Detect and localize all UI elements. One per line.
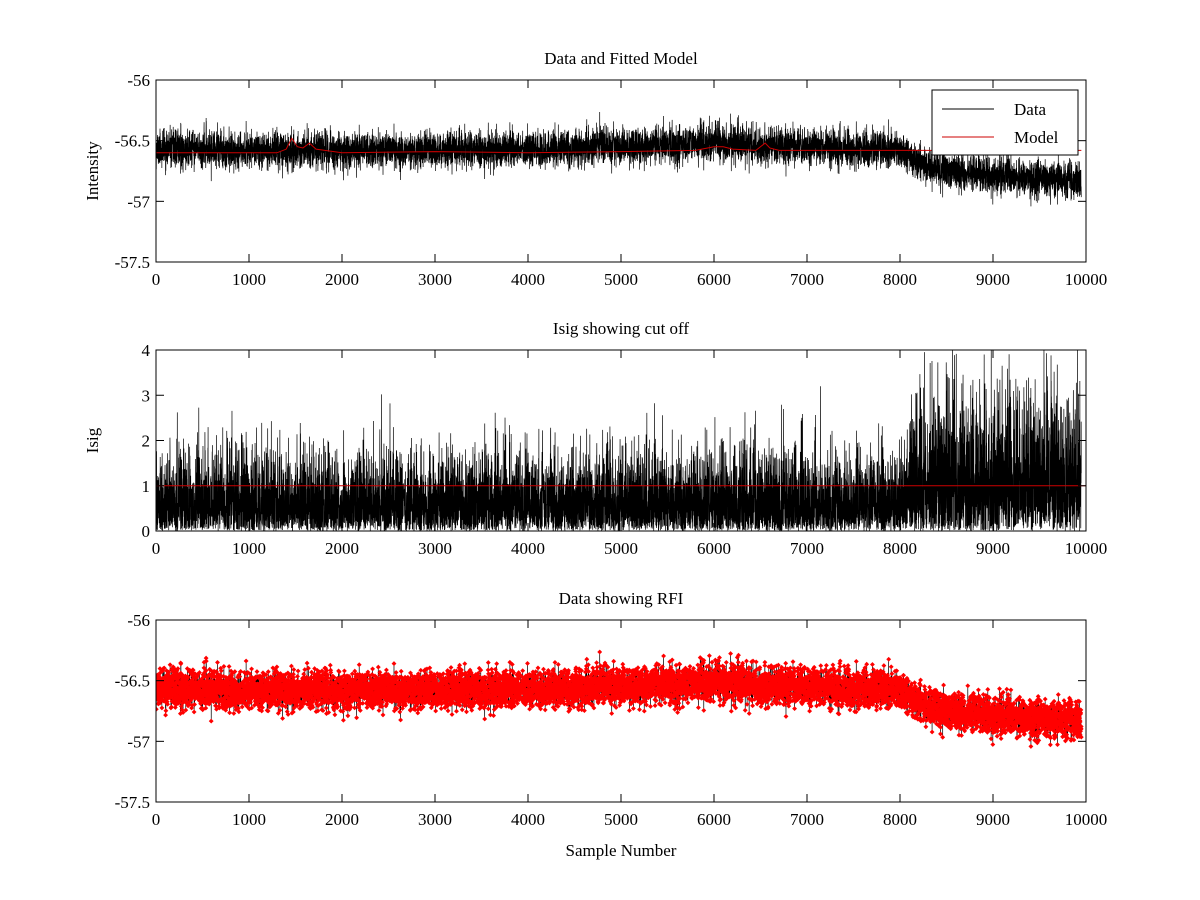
x-tick-label: 0 [152, 539, 161, 558]
y-tick-label: -57 [127, 732, 150, 751]
x-tick-label: 4000 [511, 810, 545, 829]
y-tick-label: 4 [142, 341, 151, 360]
x-axis-label: Sample Number [566, 841, 677, 860]
legend: Data Model [931, 89, 1079, 156]
y-tick-label: -56.5 [115, 132, 150, 151]
y-axis-label: Isig [83, 427, 102, 453]
x-tick-label: 9000 [976, 539, 1010, 558]
x-tick-label: 1000 [232, 810, 266, 829]
series-data [156, 112, 1082, 207]
legend-label: Model [1014, 128, 1059, 147]
x-tick-label: 7000 [790, 270, 824, 289]
x-tick-label: 5000 [604, 810, 638, 829]
y-tick-label: -57.5 [115, 793, 150, 812]
x-tick-label: 9000 [976, 810, 1010, 829]
y-tick-label: -57.5 [115, 253, 150, 272]
chart-panel-1: 0 1000 2000 3000 4000 5000 6000 7000 8000 9000 100… [83, 49, 1107, 289]
x-tick-label: 2000 [325, 810, 359, 829]
x-tick-label: 1000 [232, 270, 266, 289]
y-tick-label: 2 [142, 432, 151, 451]
y-tick-label: -56 [127, 71, 150, 90]
y-tick-label: 3 [142, 386, 151, 405]
legend-box [931, 89, 1079, 156]
y-tick-label: 1 [142, 477, 151, 496]
chart-panel-3: 0 1000 2000 3000 4000 5000 6000 7000 8000 9000 100… [115, 589, 1108, 860]
chart-title: Data and Fitted Model [544, 49, 698, 68]
x-tick-label: 10000 [1065, 539, 1108, 558]
x-tick-label: 10000 [1065, 810, 1108, 829]
chart-panel-2: 0 1000 2000 3000 4000 5000 6000 7000 8000 9000 100… [83, 319, 1107, 558]
x-tick-label: 3000 [418, 810, 452, 829]
series-group [156, 112, 1082, 207]
y-tick-label: -56 [127, 611, 150, 630]
x-tick-label: 9000 [976, 270, 1010, 289]
legend-label: Data [1014, 100, 1047, 119]
x-tick-label: 4000 [511, 270, 545, 289]
x-tick-label: 7000 [790, 539, 824, 558]
y-tick-label: -57 [127, 192, 150, 211]
x-tick-label: 5000 [604, 270, 638, 289]
x-tick-label: 0 [152, 270, 161, 289]
series-group [156, 350, 1086, 531]
series-rfi-markers [156, 649, 1084, 749]
x-tick-label: 2000 [325, 270, 359, 289]
x-tick-label: 6000 [697, 270, 731, 289]
x-tick-label: 4000 [511, 539, 545, 558]
x-tick-label: 3000 [418, 270, 452, 289]
x-tick-label: 8000 [883, 810, 917, 829]
x-tick-label: 6000 [697, 539, 731, 558]
y-tick-label: 0 [142, 522, 151, 541]
x-tick-label: 6000 [697, 810, 731, 829]
x-tick-label: 10000 [1065, 270, 1108, 289]
chart-title: Isig showing cut off [553, 319, 689, 338]
chart-title: Data showing RFI [559, 589, 684, 608]
x-tick-label: 7000 [790, 810, 824, 829]
x-tick-label: 1000 [232, 539, 266, 558]
x-tick-label: 8000 [883, 270, 917, 289]
x-tick-label: 3000 [418, 539, 452, 558]
series-group [156, 649, 1084, 749]
x-tick-label: 5000 [604, 539, 638, 558]
x-tick-label: 8000 [883, 539, 917, 558]
series-model [156, 137, 1082, 154]
y-tick-label: -56.5 [115, 672, 150, 691]
series-data [156, 350, 1082, 531]
y-axis-label: Intensity [83, 141, 102, 201]
x-tick-label: 0 [152, 810, 161, 829]
x-tick-label: 2000 [325, 539, 359, 558]
